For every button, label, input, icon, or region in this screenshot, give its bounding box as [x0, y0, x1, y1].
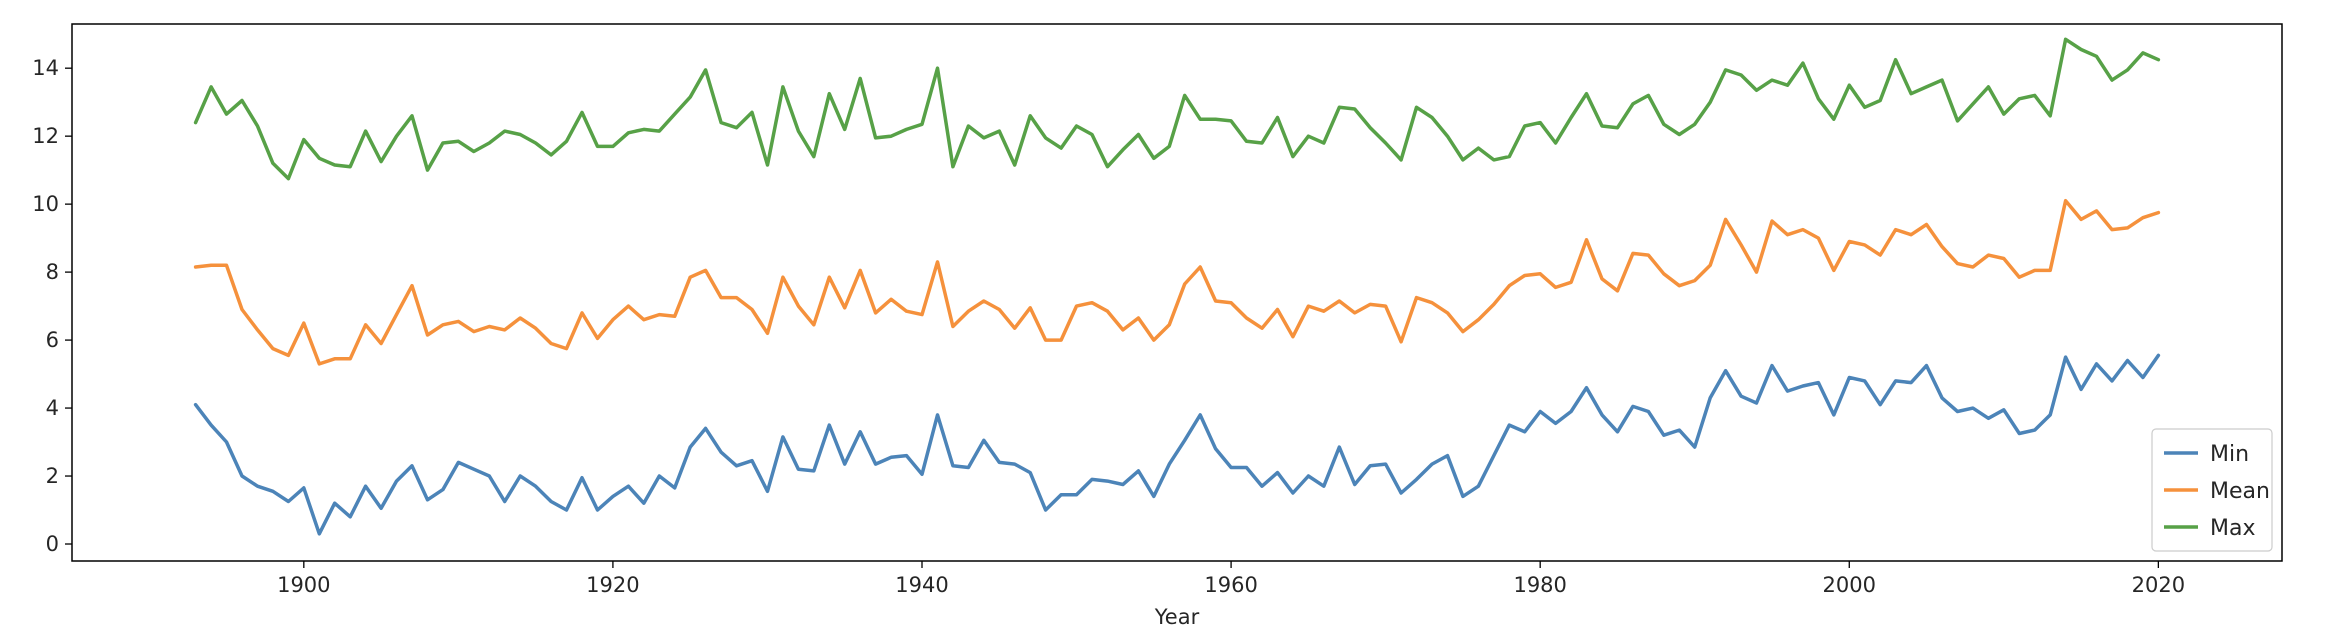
x-tick-label: 1940 — [895, 573, 948, 597]
series-layer — [193, 37, 2161, 536]
y-axis: 0 2 4 6 8 10 12 14 — [32, 56, 72, 556]
y-tick-label: 4 — [46, 396, 59, 420]
x-tick-label: 1980 — [1513, 573, 1566, 597]
y-tick-label: 14 — [32, 56, 59, 80]
legend-label-max: Max — [2210, 516, 2255, 541]
x-tick-label: 1900 — [277, 573, 330, 597]
legend-box — [2151, 428, 2273, 552]
legend: Min Mean Max — [2151, 428, 2273, 552]
y-tick-label: 6 — [46, 328, 59, 352]
series-line-mean — [193, 198, 2161, 366]
x-tick-label: 1920 — [586, 573, 639, 597]
y-tick-label: 12 — [32, 124, 59, 148]
plot-frame — [71, 23, 2283, 562]
y-tick-label: 10 — [32, 192, 59, 216]
series-line-max — [193, 37, 2161, 181]
legend-label-min: Min — [2210, 442, 2249, 467]
x-axis-label: Year — [1154, 605, 1200, 628]
y-tick-label: 2 — [46, 464, 59, 488]
x-tick-label: 2000 — [1823, 573, 1876, 597]
y-tick-label: 0 — [46, 532, 59, 556]
legend-label-mean: Mean — [2210, 479, 2270, 504]
series-line-min — [193, 353, 2161, 536]
x-axis: 1900 1920 1940 1960 1980 2000 2020 — [277, 561, 2185, 597]
x-tick-label: 1960 — [1204, 573, 1257, 597]
x-tick-label: 2020 — [2132, 573, 2185, 597]
y-tick-label: 8 — [46, 260, 59, 284]
